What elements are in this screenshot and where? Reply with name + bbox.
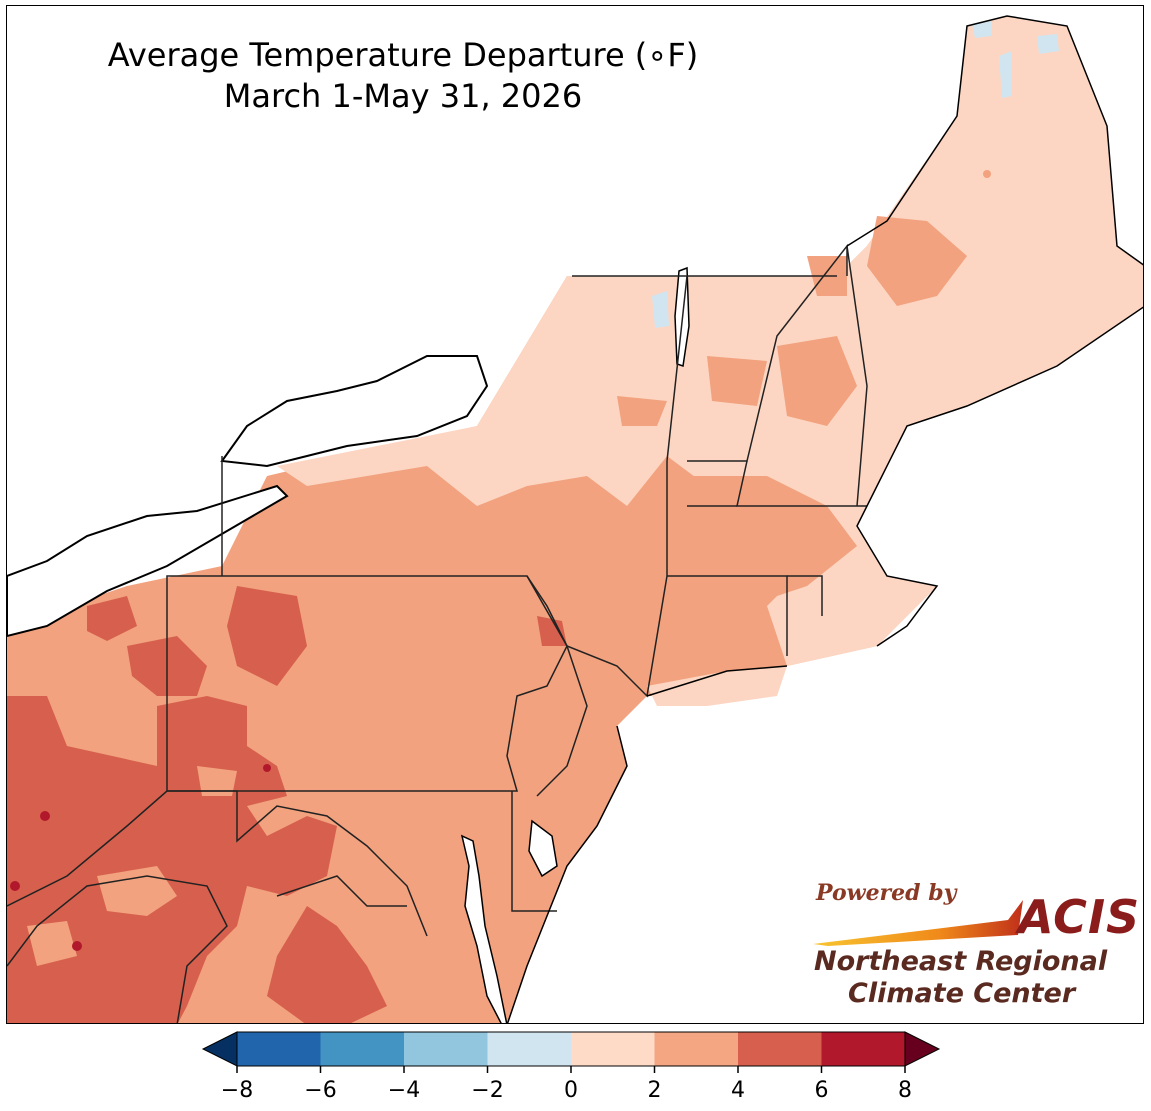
org-name-line1: Northeast Regional	[814, 946, 1108, 977]
colorbar-tick-label: −2	[471, 1078, 503, 1103]
colorbar-tick-label: −8	[221, 1078, 253, 1103]
map-subtitle: March 1-May 31, 2026	[223, 77, 583, 115]
colorbar-tick-label: 8	[898, 1078, 912, 1103]
org-name-line2: Climate Center	[848, 978, 1076, 1009]
colorbar-tick-label: −6	[304, 1078, 336, 1103]
colorbar-segment	[738, 1032, 822, 1066]
colorbar-over-arrow	[904, 1031, 941, 1067]
colorbar-segment	[821, 1032, 905, 1066]
colorbar-segment	[571, 1032, 655, 1066]
nrcc-acis-logo: Powered by ACIS Northeast Regional Clima…	[808, 880, 1139, 1010]
region-0-2-north	[277, 16, 1143, 666]
acis-swoosh-icon	[813, 900, 1023, 946]
map-title: Average Temperature Departure (∘F)	[107, 36, 699, 74]
colorbar-tick-label: 0	[564, 1078, 578, 1103]
state-boundaries	[7, 243, 868, 1023]
colorbar-tick-label: −4	[388, 1078, 420, 1103]
map-frame	[6, 5, 1144, 1024]
colorbar-segment	[654, 1032, 738, 1066]
colorbar-segment	[404, 1032, 488, 1066]
colorbar-under-arrow	[201, 1031, 238, 1067]
colorbar-tick-label: 6	[815, 1078, 829, 1103]
lake-erie	[7, 484, 289, 638]
colorbar-segment	[320, 1032, 404, 1066]
colorbar: −8 −6 −4 −2 0 2 4 6 8	[201, 1031, 941, 1103]
coastline	[506, 15, 1143, 1023]
temperature-departure-map	[7, 6, 1143, 1023]
colorbar-tick-label: 2	[648, 1078, 662, 1103]
region-4-6-west	[7, 696, 337, 1023]
colorbar-tick-label: 4	[731, 1078, 745, 1103]
colorbar-segment	[487, 1032, 571, 1066]
lake-ontario	[220, 355, 489, 468]
colorbar-segment	[237, 1032, 321, 1066]
acis-label: ACIS	[1018, 890, 1141, 944]
powered-by-label: Powered by	[816, 880, 957, 906]
